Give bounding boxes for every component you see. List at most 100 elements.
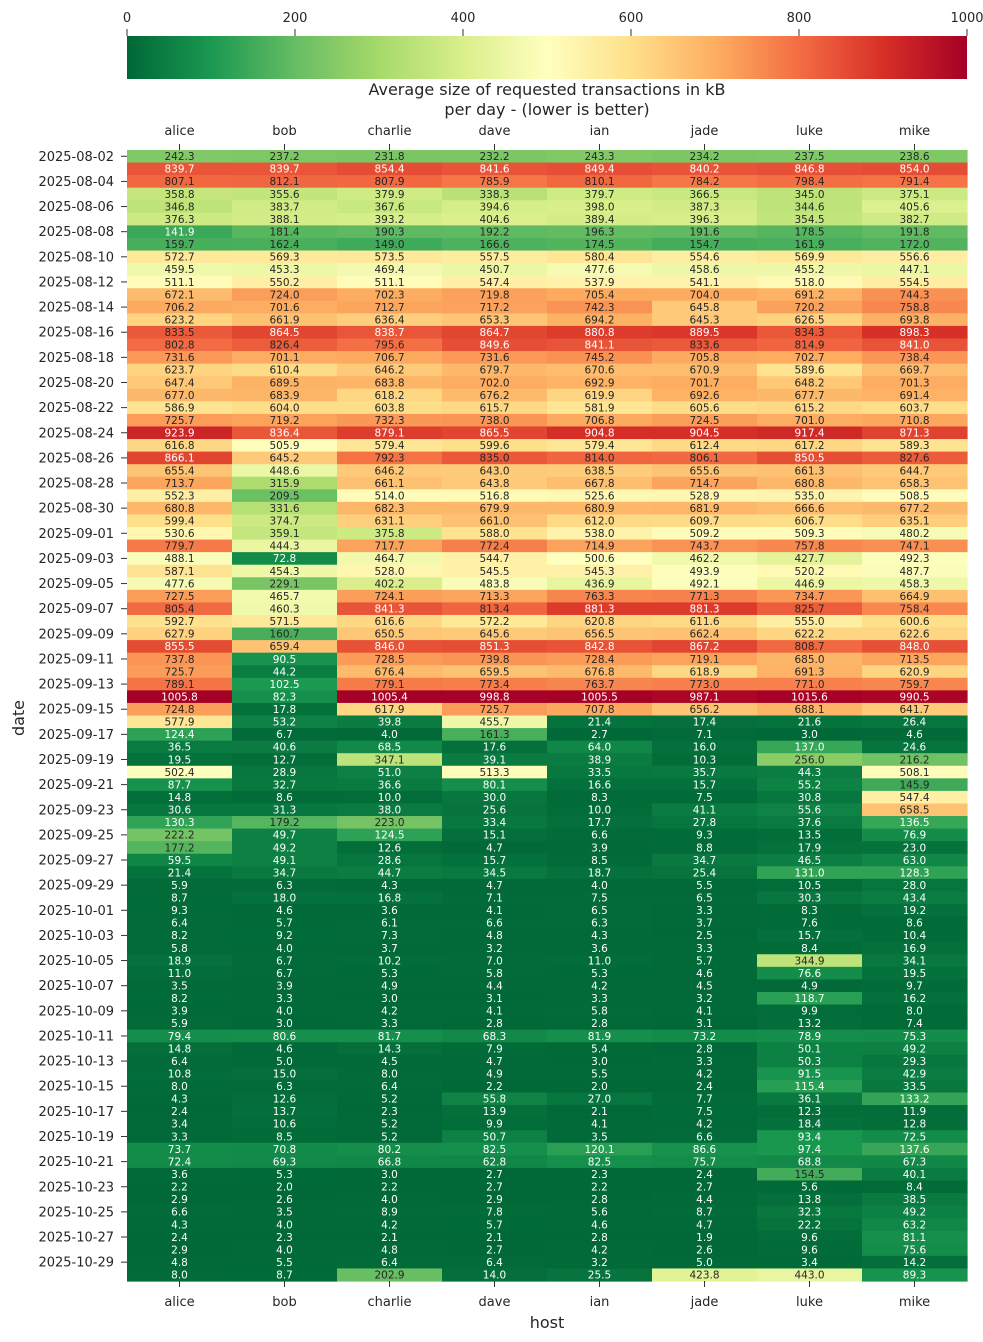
heatmap-cell [442,765,548,779]
cell-label: 620.9 [899,666,929,678]
cell-label: 5.3 [381,968,398,980]
cell-label: 25.4 [693,867,717,879]
heatmap-cell [442,313,548,327]
cell-label: 7.5 [696,792,713,804]
heatmap-cell [442,401,548,415]
heatmap-cell [862,501,968,516]
cell-label: 9.6 [801,1244,818,1256]
cell-label: 620.8 [584,616,614,628]
cell-label: 181.4 [269,226,299,238]
cell-label: 7.7 [696,1094,713,1106]
cell-label: 402.2 [374,578,404,590]
cell-label: 2.4 [171,1106,188,1118]
cell-label: 13.5 [798,830,821,842]
heatmap-cell [862,1067,968,1081]
heatmap-cell [232,866,338,880]
heatmap-cell [652,1243,758,1257]
heatmap-cell [337,237,443,252]
heatmap-cell [232,1130,338,1144]
heatmap-cell [547,916,653,930]
heatmap-cell [337,413,443,428]
heatmap-cell [652,363,758,377]
y-tick-label: 2025-09-03 [38,552,114,567]
cell-label: 28.9 [273,767,296,779]
heatmap-cell [232,577,338,591]
heatmap-cell [232,1268,338,1282]
cell-label: 2.8 [696,1043,713,1055]
heatmap-cell [862,1218,968,1232]
heatmap-cell [127,728,233,742]
cell-label: 44.2 [273,666,296,678]
cell-label: 731.6 [479,352,509,364]
heatmap-cell [232,991,338,1006]
cell-label: 131.0 [794,867,824,879]
heatmap-cell [757,476,863,490]
heatmap-cell [862,954,968,968]
heatmap-cell [442,614,548,629]
cell-label: 33.5 [588,767,611,779]
cell-label: 4.7 [696,1219,713,1231]
heatmap-cell [442,640,548,654]
cell-label: 714.7 [689,478,719,490]
cell-label: 2.2 [381,1182,398,1194]
cell-label: 28.6 [378,855,402,867]
cell-label: 50.1 [798,1043,821,1055]
heatmap-cell [127,1017,233,1031]
heatmap-cell [652,602,758,616]
cell-label: 631.1 [374,516,404,528]
cell-label: 192.2 [479,226,509,238]
heatmap-cell [757,1142,863,1156]
heatmap-cell [757,702,863,717]
heatmap-cell [652,614,758,629]
cell-label: 725.7 [479,704,509,716]
cell-label: 704.0 [689,289,719,301]
heatmap-cell [757,790,863,805]
cell-label: 63.0 [903,855,926,867]
heatmap-cell [862,715,968,729]
cell-label: 550.2 [269,277,299,289]
cell-label: 643.8 [479,478,509,490]
cell-label: 839.7 [164,164,194,176]
cell-label: 136.5 [899,817,929,829]
heatmap-cell [337,602,443,616]
heatmap-cell [652,439,758,453]
cell-label: 685.0 [794,654,824,666]
cell-label: 4.0 [381,729,398,741]
heatmap-cell [652,376,758,390]
heatmap-cell [127,1142,233,1156]
heatmap-cell [337,451,443,465]
cell-label: 713.7 [164,478,194,490]
cell-label: 448.6 [269,465,299,477]
cell-label: 10.5 [798,880,821,892]
heatmap-cell [442,1155,548,1169]
cell-label: 69.3 [273,1156,296,1168]
cell-label: 3.5 [591,1131,608,1143]
cell-label: 375.1 [899,189,929,201]
heatmap-cell [232,690,338,704]
cell-label: 331.6 [269,503,299,515]
cell-label: 4.7 [486,880,503,892]
heatmap-cell [757,916,863,930]
heatmap-cell [442,665,548,679]
cell-label: 511.1 [164,277,194,289]
heatmap-cells: 242.3 237.2 231.8 232.2 243.3 234.2 237.5 238.6… [127,150,968,1282]
heatmap-cell [337,1017,443,1031]
heatmap-cell [652,954,758,968]
bottom-host-label: luke [796,1295,823,1310]
cell-label: 3.3 [276,993,293,1005]
cell-label: 833.5 [164,327,194,339]
heatmap-cell [757,175,863,189]
cell-label: 28.0 [903,880,926,892]
cell-label: 10.4 [903,930,927,942]
cell-label: 458.6 [689,264,719,276]
cell-label: 3.2 [696,993,713,1005]
cell-label: 851.3 [479,641,509,653]
cell-label: 90.5 [273,654,296,666]
cell-label: 43.4 [903,893,927,905]
heatmap-cell [757,677,863,691]
heatmap-cell [127,878,233,893]
cell-label: 2.8 [591,1232,608,1244]
cell-label: 26.4 [903,717,927,729]
heatmap-cell [652,715,758,729]
heatmap-cell [652,275,758,289]
